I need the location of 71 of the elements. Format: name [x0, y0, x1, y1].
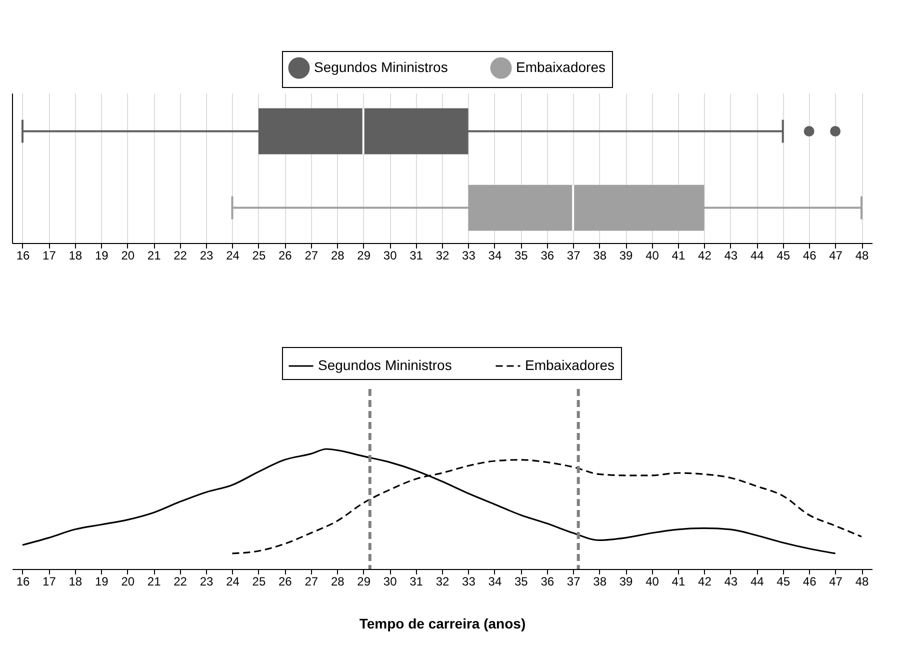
- x-tick-label: 19: [94, 574, 109, 588]
- x-tick-label: 17: [42, 574, 56, 588]
- x-tick-label: 22: [174, 574, 188, 588]
- x-tick-label: 27: [304, 248, 318, 262]
- x-tick-label: 27: [304, 574, 318, 588]
- x-tick-label: 34: [488, 574, 502, 588]
- x-tick-label: 21: [147, 248, 162, 262]
- x-tick-label: 31: [410, 574, 424, 588]
- x-tick-label: 44: [750, 574, 764, 588]
- x-tick-label: 23: [200, 248, 214, 262]
- x-tick-label: 31: [410, 248, 424, 262]
- legend-label: Segundos Mininistros: [318, 357, 452, 373]
- x-tick-label: 32: [436, 248, 450, 262]
- x-tick-label: 40: [646, 248, 660, 262]
- x-tick-label: 17: [42, 248, 56, 262]
- x-tick-label: 28: [330, 248, 345, 262]
- x-tick-label: 48: [855, 248, 870, 262]
- x-tick-label: 47: [829, 248, 843, 262]
- x-tick-label: 29: [357, 574, 371, 588]
- x-tick-label: 32: [436, 574, 450, 588]
- x-tick-label: 35: [514, 574, 528, 588]
- x-tick-label: 24: [226, 248, 240, 262]
- x-tick-label: 35: [514, 248, 528, 262]
- x-tick-label: 33: [462, 248, 476, 262]
- x-tick-label: 42: [698, 574, 712, 588]
- x-tick-label: 39: [619, 248, 634, 262]
- x-tick-label: 37: [566, 574, 581, 588]
- x-tick-label: 30: [383, 574, 398, 588]
- x-tick-label: 44: [750, 248, 764, 262]
- x-tick-label: 18: [68, 574, 82, 588]
- x-tick-label: 47: [829, 574, 843, 588]
- x-tick-label: 20: [121, 248, 135, 262]
- x-tick-label: 36: [540, 248, 554, 262]
- x-tick-label: 41: [672, 574, 686, 588]
- x-tick-label: 41: [672, 248, 686, 262]
- x-tick-label: 46: [802, 574, 817, 588]
- x-tick-label: 24: [226, 574, 240, 588]
- x-tick-label: 42: [698, 248, 712, 262]
- x-tick-label: 45: [776, 248, 790, 262]
- x-axis-title: Tempo de carreira (anos): [359, 616, 526, 632]
- x-tick-label: 38: [593, 574, 607, 588]
- x-tick-label: 16: [16, 248, 30, 262]
- x-tick-label: 25: [252, 248, 266, 262]
- x-tick-label: 30: [383, 248, 398, 262]
- x-tick-label: 40: [646, 574, 660, 588]
- x-tick-label: 37: [566, 248, 581, 262]
- x-tick-label: 46: [802, 248, 817, 262]
- x-tick-label: 18: [68, 248, 82, 262]
- legend-label: Embaixadores: [516, 59, 606, 75]
- x-tick-label: 33: [462, 574, 476, 588]
- x-tick-label: 45: [776, 574, 790, 588]
- x-tick-label: 34: [488, 248, 502, 262]
- x-tick-label: 43: [724, 248, 738, 262]
- x-tick-label: 26: [278, 574, 292, 588]
- x-tick-label: 38: [593, 248, 607, 262]
- x-tick-label: 22: [174, 248, 188, 262]
- x-tick-label: 19: [94, 248, 109, 262]
- x-tick-label: 29: [357, 248, 371, 262]
- x-tick-label: 20: [121, 574, 135, 588]
- x-tick-label: 36: [540, 574, 554, 588]
- legend-label: Segundos Mininistros: [314, 59, 448, 75]
- x-tick-label: 23: [200, 574, 214, 588]
- x-tick-label: 39: [619, 574, 634, 588]
- x-tick-label: 28: [330, 574, 345, 588]
- x-tick-label: 43: [724, 574, 738, 588]
- legend-label: Embaixadores: [525, 357, 614, 373]
- x-tick-label: 25: [252, 574, 266, 588]
- x-tick-label: 26: [278, 248, 292, 262]
- x-tick-label: 21: [147, 574, 162, 588]
- x-tick-label: 16: [16, 574, 30, 588]
- x-tick-label: 48: [855, 574, 870, 588]
